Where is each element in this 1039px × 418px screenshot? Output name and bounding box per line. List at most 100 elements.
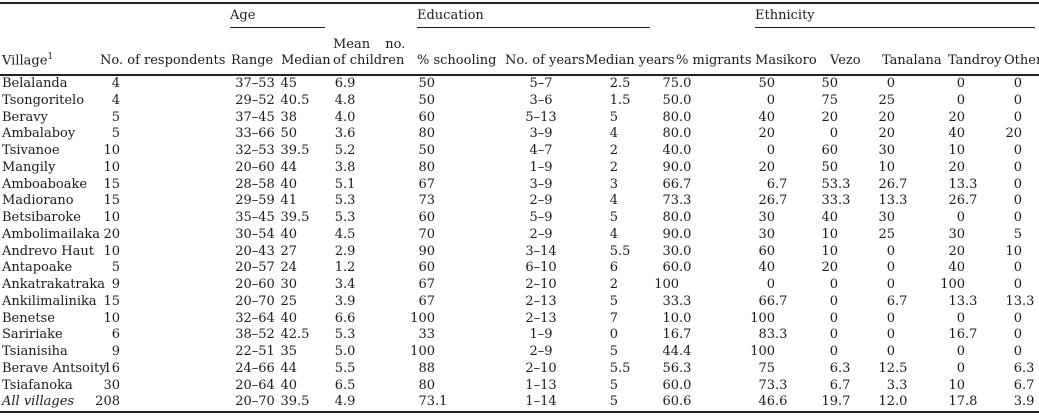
cell-age-median: 41 [280,193,297,209]
cell-village: Tsivanoe [2,143,60,158]
cell-no-of-years: 5–13 [525,109,557,125]
cell-no-of-years: 2–9 [529,344,553,359]
cell-masikoro: 66.7 [758,293,788,309]
cell-age-median: 27 [280,243,297,259]
table-row: Mangily 10 20–60 44 3.8 80 1–9 2 90.0 20 50 10 20 0 [0,160,1039,177]
cell-no-of-years: 1–9 [529,327,553,343]
cell-median-years: 5 [609,394,618,410]
cell-median-years: 5 [609,293,618,309]
cell-respondents: 4 [111,92,120,108]
column-header-row: Village1 No. of respondents Range Median… [0,28,1039,76]
table-row: Tsiafanoka 30 20–64 40 6.5 80 1–13 5 60.0 73.3 6.7… [0,378,1039,395]
cell-respondents: 20 [103,226,120,242]
cell-vezo: 50 [821,76,839,91]
col-header-village-label: Village [2,53,48,69]
cell-vezo: 0 [829,293,839,309]
cell-median-years: 2 [609,159,618,175]
cell-mean-children: 5.2 [334,143,356,158]
cell-respondents: 30 [103,377,120,393]
cell-mean-children: 5.1 [334,176,356,192]
cell-masikoro: 30 [758,210,776,225]
cell-other: 0 [1013,193,1023,209]
cell-tanalana: 30 [878,210,896,225]
cell-median-years: 4 [609,126,618,142]
cell-masikoro: 73.3 [758,377,788,393]
cell-masikoro: 75 [758,360,776,376]
cell-respondents: 15 [103,176,120,192]
cell-masikoro: 83.3 [758,327,788,343]
spacer [650,3,730,28]
cell-pct-schooling: 50 [418,143,435,158]
cell-respondents: 5 [111,109,120,125]
cell-vezo: 0 [829,277,839,292]
cell-other: 0 [1013,176,1023,192]
table-row: Saririake 6 38–52 42.5 5.3 33 1–9 0 16.7 83.3 0 0 16… [0,327,1039,344]
cell-age-median: 44 [280,159,297,175]
cell-tandroy: 0 [956,210,966,225]
cell-pct-schooling: 80 [418,159,435,175]
cell-no-of-years: 1–14 [525,394,557,410]
cell-village: All villages [2,394,75,410]
cell-mean-children: 3.6 [334,126,356,142]
cell-mean-children: 5.0 [334,344,356,359]
cell-respondents: 5 [111,126,120,142]
table-row: Tsianisiha 9 22–51 35 5.0 100 2–9 5 44.4 100 0 0 0 0 [0,344,1039,361]
cell-age-range: 20–64 [235,377,275,393]
cell-pct-schooling: 50 [418,92,435,108]
cell-age-range: 20–70 [235,394,275,410]
cell-village: Ankatrakatraka [2,277,106,292]
cell-median-years: 5 [609,210,618,225]
cell-age-median: 39.5 [280,394,310,410]
cell-pct-schooling: 70 [418,226,435,242]
cell-vezo: 50 [821,159,839,175]
cell-village: Andrevo Haut [2,243,94,259]
cell-pct-schooling: 90 [418,243,435,259]
cell-tanalana: 0 [886,260,896,276]
cell-respondents: 9 [111,344,120,359]
cell-respondents: 10 [103,159,120,175]
cell-median-years: 5.5 [609,243,631,259]
cell-median-years: 4 [609,193,618,209]
cell-tanalana: 0 [886,344,896,359]
cell-vezo: 40 [821,210,839,225]
cell-pct-schooling: 73 [418,193,435,209]
cell-other: 0 [1013,210,1023,225]
cell-pct-migrants: 66.7 [662,176,692,192]
cell-respondents: 10 [103,243,120,259]
cell-pct-schooling: 100 [410,310,435,326]
cell-village: Tsianisiha [2,344,68,359]
cell-tandroy: 0 [956,310,966,326]
table-row: Ankilimalinika 15 20–70 25 3.9 67 2–13 5 33.3 66.… [0,294,1039,311]
table-body: Belalanda 4 37–53 45 6.9 50 5–7 2.5 75.0 50 50 0 0 0 T… [0,75,1039,412]
cell-mean-children: 6.9 [334,76,356,91]
cell-other: 10 [1005,243,1023,259]
cell-tandroy: 13.3 [948,176,978,192]
cell-vezo: 6.3 [829,360,851,376]
cell-median-years: 7 [609,310,618,326]
cell-median-years: 5 [609,377,618,393]
cell-vezo: 20 [821,109,839,125]
cell-masikoro: 0 [766,277,776,292]
cell-respondents: 10 [103,310,120,326]
table-row: Beravy 5 37–45 38 4.0 60 5–13 5 80.0 40 20 20 20 0 [0,110,1039,127]
cell-respondents: 6 [111,327,120,343]
cell-tandroy: 0 [956,92,966,108]
cell-pct-migrants: 40.0 [662,143,692,158]
cell-mean-children: 5.3 [334,210,356,225]
table-row: Ankatrakatraka 9 20–60 30 3.4 67 2–10 2 100 0 0 0 10… [0,277,1039,294]
cell-tandroy: 16.7 [948,327,978,343]
cell-tanalana: 20 [878,126,896,142]
cell-other: 0 [1013,344,1023,359]
cell-tandroy: 10 [948,143,966,158]
table-row: Benetse 10 32–64 40 6.6 100 2–13 7 10.0 100 0 0 0 0 [0,311,1039,328]
cell-age-median: 40 [280,310,297,326]
cell-pct-schooling: 33 [418,327,435,343]
cell-mean-children: 5.3 [334,193,356,209]
cell-village: Tsongoritelo [2,92,85,108]
cell-pct-migrants: 60.6 [662,394,692,410]
cell-village: Mangily [2,159,56,175]
cell-pct-migrants: 56.3 [662,360,692,376]
cell-mean-children: 4.8 [334,92,356,108]
